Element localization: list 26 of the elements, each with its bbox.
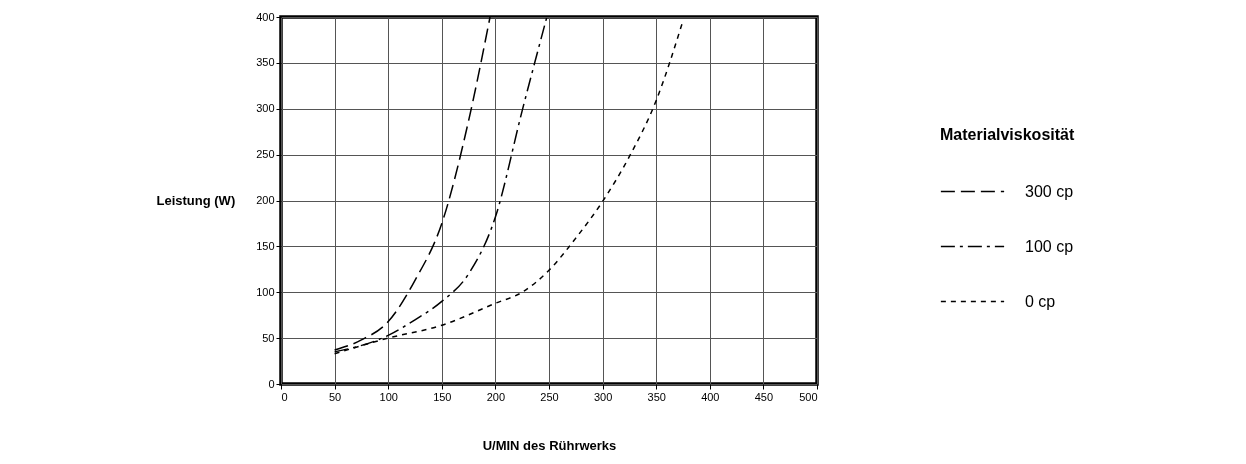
x-tick-label: 250 bbox=[540, 390, 559, 403]
x-tick-label: 500 bbox=[799, 390, 818, 403]
y-tick-label: 100 bbox=[256, 285, 275, 298]
x-tick-label: 0 bbox=[281, 390, 288, 403]
y-tick-label: 400 bbox=[256, 10, 275, 23]
x-tick-label: 200 bbox=[486, 390, 506, 403]
y-tick-label: 200 bbox=[256, 194, 275, 206]
x-tick-label: 450 bbox=[754, 390, 774, 403]
y-tick-label: 50 bbox=[262, 331, 275, 344]
y-tick-label: 250 bbox=[256, 148, 275, 161]
legend-title: Materialviskosität bbox=[940, 126, 1075, 143]
x-tick-label: 350 bbox=[647, 390, 666, 403]
y-tick-label: 350 bbox=[256, 56, 275, 69]
x-tick-label: 100 bbox=[379, 390, 398, 403]
y-axis-title: Leistung (W) bbox=[156, 192, 236, 208]
legend-label: 0 cp bbox=[1025, 292, 1056, 310]
y-tick-label: 0 bbox=[268, 377, 275, 390]
x-tick-label: 150 bbox=[433, 390, 452, 403]
legend-label: 300 cp bbox=[1025, 182, 1074, 200]
x-tick-label: 300 bbox=[593, 390, 613, 403]
y-tick-label: 300 bbox=[256, 102, 275, 115]
y-tick-label: 150 bbox=[256, 239, 275, 252]
legend-label: 100 cp bbox=[1025, 237, 1074, 255]
x-axis-title: U/MIN des Rührwerks bbox=[482, 437, 617, 453]
x-tick-label: 400 bbox=[701, 390, 720, 403]
x-tick-label: 50 bbox=[328, 390, 342, 403]
